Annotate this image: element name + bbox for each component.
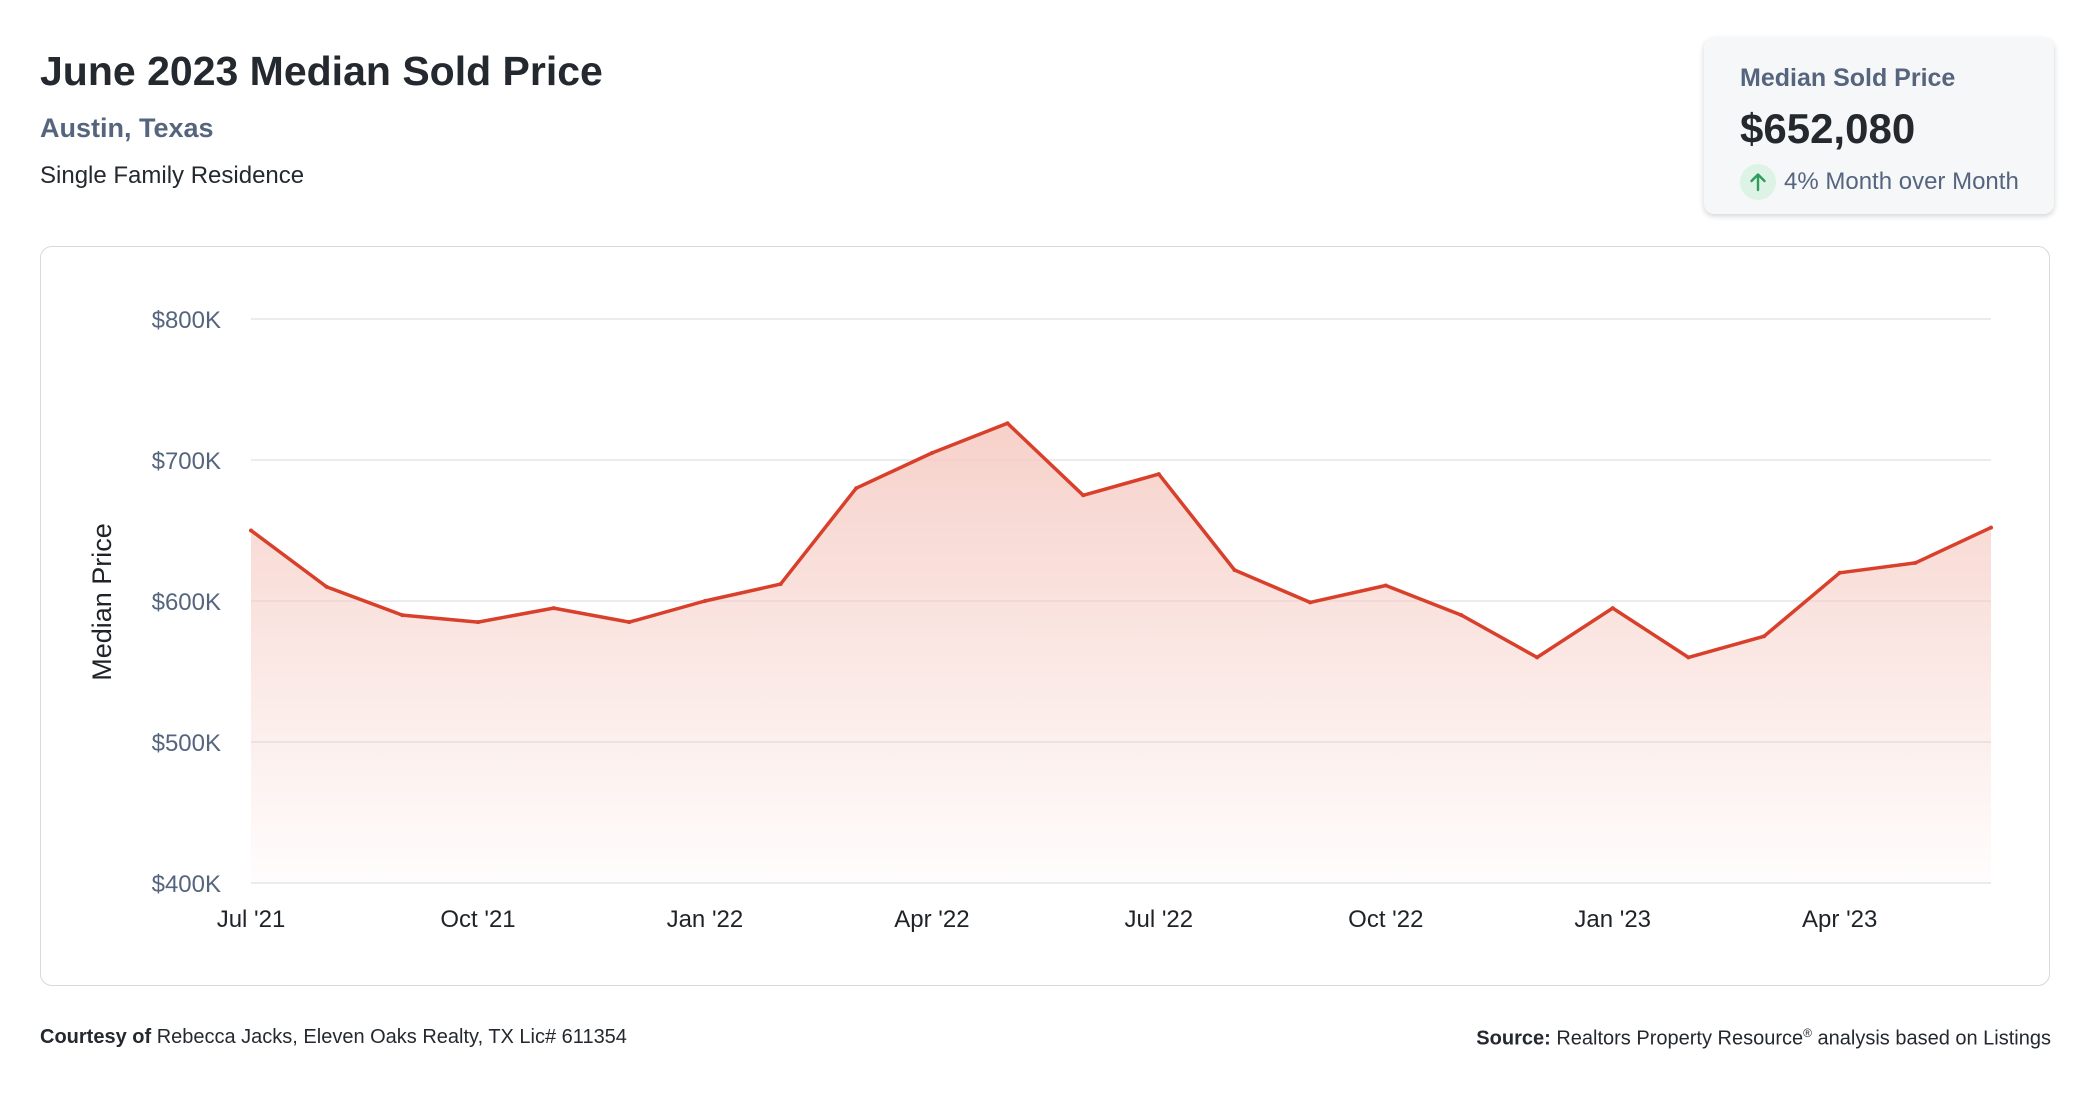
source-label: Source: — [1476, 1027, 1551, 1050]
stat-change: 4% Month over Month — [1740, 164, 2054, 200]
data-point — [1989, 525, 1993, 530]
data-point — [324, 584, 329, 589]
chart-panel: $400K $500K $600K $700K $800K Jul '21 Oct '21… — [40, 246, 2050, 986]
data-point — [854, 486, 859, 491]
x-tick-label: Apr '23 — [1802, 906, 1877, 933]
x-tick-label: Jul '22 — [1124, 906, 1193, 933]
y-tick-label: $600K — [152, 589, 221, 616]
registered-mark: ® — [1803, 1026, 1812, 1040]
data-point — [1308, 600, 1313, 605]
data-point — [1913, 560, 1918, 565]
stat-change-text: 4% Month over Month — [1784, 168, 2019, 195]
stat-value: $652,080 — [1740, 105, 1916, 152]
data-point — [1686, 655, 1691, 660]
data-point — [476, 620, 480, 625]
data-point — [702, 599, 707, 603]
data-point — [1156, 472, 1161, 477]
data-point — [400, 613, 405, 618]
x-tick-label: Oct '21 — [440, 906, 515, 933]
data-point — [1459, 613, 1464, 618]
y-tick-label: $500K — [152, 730, 221, 757]
data-point — [1762, 634, 1766, 639]
median-price-card: Median Sold Price $652,080 4% Month over… — [1704, 38, 2054, 214]
source-note: Source: Realtors Property Resource® anal… — [1476, 1026, 2051, 1051]
data-point — [778, 582, 783, 587]
area-fill — [251, 423, 1991, 883]
data-point — [1005, 421, 1010, 426]
data-point — [1610, 606, 1615, 611]
location-subtitle: Austin, Texas — [40, 113, 214, 143]
data-point — [1383, 583, 1388, 588]
data-point — [929, 451, 934, 455]
property-type-label: Single Family Residence — [40, 162, 305, 189]
arrow-up-icon — [1740, 164, 1776, 200]
courtesy-text: Rebecca Jacks, Eleven Oaks Realty, TX Li… — [156, 1026, 627, 1048]
page-title: June 2023 Median Sold Price — [40, 48, 603, 94]
source-text-tail: analysis based on Listings — [1811, 1027, 2052, 1050]
stat-label: Median Sold Price — [1740, 64, 1956, 92]
header: June 2023 Median Sold Price Austin, Texa… — [40, 40, 603, 194]
x-tick-label: Jan '22 — [667, 906, 744, 933]
data-point — [1837, 570, 1842, 575]
data-point — [1232, 568, 1237, 572]
courtesy-note: Courtesy of Rebecca Jacks, Eleven Oaks R… — [40, 1026, 627, 1049]
x-tick-label: Jan '23 — [1574, 906, 1651, 933]
y-axis-label: Median Price — [87, 523, 117, 681]
data-point — [551, 606, 556, 611]
y-tick-label: $800K — [152, 307, 221, 334]
courtesy-label: Courtesy of — [40, 1026, 152, 1048]
y-tick-label: $700K — [152, 448, 221, 475]
y-tick-label: $400K — [152, 871, 221, 898]
data-point — [249, 528, 253, 533]
source-text: Realtors Property Resource — [1556, 1027, 1804, 1050]
series-line — [249, 421, 1993, 660]
x-tick-label: Jul '21 — [217, 906, 286, 933]
data-point — [1081, 493, 1086, 498]
median-price-chart: $400K $500K $600K $700K $800K Jul '21 Oct '21… — [87, 307, 1993, 933]
x-tick-label: Apr '22 — [894, 906, 969, 933]
data-point — [1535, 655, 1540, 660]
data-point — [627, 620, 632, 625]
x-tick-label: Oct '22 — [1348, 906, 1423, 933]
